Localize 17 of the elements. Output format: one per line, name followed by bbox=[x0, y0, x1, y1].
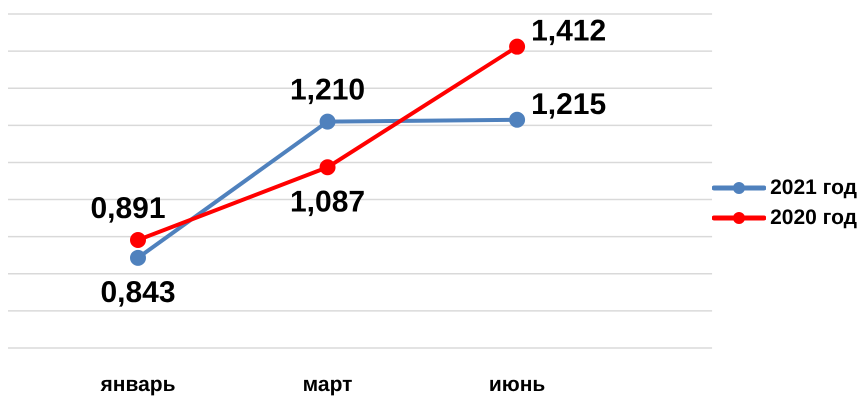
point bbox=[320, 159, 336, 176]
point bbox=[130, 232, 146, 248]
x-tick-label: июнь bbox=[488, 372, 546, 396]
legend-label: 2021 год bbox=[770, 176, 857, 200]
legend-label: 2020 год bbox=[770, 206, 857, 230]
data-label: 0,891 bbox=[90, 192, 166, 226]
x-tick-label: январь bbox=[100, 372, 176, 396]
data-label: 1,412 bbox=[531, 14, 606, 48]
point bbox=[320, 114, 336, 130]
data-label: 1,210 bbox=[290, 74, 366, 107]
point bbox=[509, 38, 526, 55]
data-label: 0,843 bbox=[100, 276, 176, 309]
x-tick-label: март bbox=[302, 372, 352, 396]
data-label: 1,215 bbox=[531, 88, 606, 121]
data-label: 1,087 bbox=[290, 185, 366, 218]
point bbox=[130, 250, 146, 266]
point bbox=[509, 112, 526, 128]
